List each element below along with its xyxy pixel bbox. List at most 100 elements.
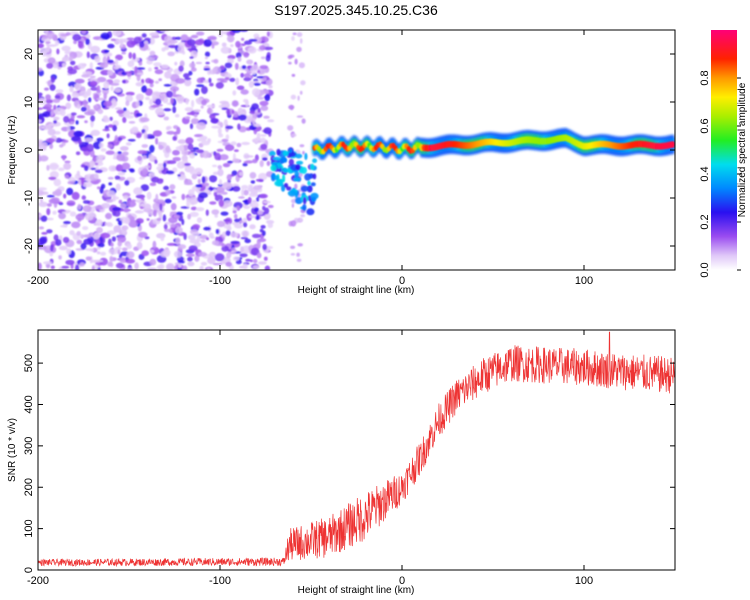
noise-patch — [123, 107, 127, 112]
noise-patch — [125, 115, 134, 119]
noise-patch — [125, 94, 133, 103]
noise-patch — [187, 143, 194, 151]
noise-patch — [251, 233, 261, 239]
noise-patch — [126, 243, 132, 250]
noise-patch — [113, 65, 120, 70]
noise-patch — [240, 89, 249, 95]
noise-patch — [99, 235, 104, 244]
noise-patch — [70, 112, 77, 116]
transition-patch — [269, 150, 276, 157]
noise-patch — [54, 95, 61, 99]
noise-patch — [53, 116, 60, 121]
noise-patch — [260, 56, 266, 60]
noise-patch — [264, 265, 271, 270]
noise-patch — [259, 100, 269, 106]
noise-patch — [181, 150, 189, 156]
x-tick-label: 0 — [399, 575, 405, 587]
noise-patch — [259, 228, 264, 233]
colorbar-tick-label: 0.2 — [699, 214, 711, 229]
noise-patch — [177, 244, 187, 250]
noise-patch — [259, 65, 268, 70]
noise-patch — [50, 197, 60, 204]
noise-patch — [260, 134, 267, 137]
noise-patch — [94, 55, 101, 63]
noise-patch — [233, 111, 239, 118]
noise-patch — [260, 105, 269, 111]
noise-patch — [152, 240, 157, 249]
noise-patch — [210, 118, 219, 124]
noise-patch — [58, 167, 65, 172]
noise-patch — [170, 97, 174, 105]
noise-patch — [53, 178, 62, 187]
noise-patch — [38, 67, 43, 72]
noise-patch — [243, 189, 249, 196]
noise-patch — [38, 113, 48, 117]
noise-patch — [219, 122, 224, 128]
noise-patch — [163, 84, 172, 87]
noise-patch — [177, 267, 182, 270]
noise-patch — [288, 61, 292, 65]
transition-patch — [302, 204, 307, 211]
colorbar-tick-label: 0.4 — [699, 166, 711, 181]
noise-patch — [221, 42, 227, 47]
snr-axes: -200 -100 0 100 0 100 200 300 400 500 — [23, 330, 675, 587]
noise-patch — [155, 193, 159, 202]
noise-patch — [136, 241, 143, 250]
noise-region — [38, 30, 275, 270]
noise-patch — [53, 104, 57, 110]
y-tick-label: 500 — [23, 354, 35, 372]
noise-patch — [248, 215, 258, 219]
transition-patch — [304, 173, 311, 181]
noise-patch — [158, 144, 164, 150]
noise-patch — [148, 79, 154, 84]
noise-patch — [164, 71, 172, 79]
noise-patch — [71, 221, 81, 229]
noise-patch — [101, 202, 111, 209]
noise-patch — [96, 137, 104, 142]
noise-patch — [235, 77, 240, 86]
noise-patch — [182, 265, 188, 270]
noise-patch — [43, 261, 53, 265]
y-tick-label: 0 — [23, 147, 35, 153]
noise-patch — [154, 66, 159, 70]
noise-patch — [135, 218, 144, 224]
noise-patch — [154, 80, 159, 84]
noise-patch — [221, 243, 226, 247]
noise-patch — [185, 137, 194, 145]
noise-patch — [290, 94, 297, 100]
noise-patch — [189, 153, 196, 159]
snr-series-line — [38, 331, 675, 568]
noise-patch — [259, 160, 264, 168]
noise-patch — [253, 123, 261, 128]
noise-patch — [254, 207, 259, 213]
noise-patch — [141, 250, 149, 257]
noise-patch — [118, 176, 126, 181]
noise-patch — [122, 109, 131, 117]
noise-patch — [122, 79, 126, 84]
noise-patch — [263, 127, 272, 135]
noise-patch — [211, 209, 220, 215]
spectrogram-x-axis-title: Height of straight line (km) — [298, 285, 415, 296]
noise-patch — [231, 250, 237, 254]
noise-patch — [82, 200, 91, 204]
noise-patch — [195, 207, 205, 212]
noise-patch — [241, 184, 249, 190]
noise-patch — [100, 183, 106, 189]
noise-patch — [217, 127, 222, 135]
noise-patch — [302, 150, 305, 155]
noise-patch — [205, 61, 210, 65]
noise-patch — [191, 44, 197, 51]
noise-patch — [253, 258, 258, 264]
noise-patch — [201, 182, 210, 187]
noise-patch — [183, 182, 194, 186]
noise-patch — [247, 196, 252, 204]
noise-patch — [129, 112, 134, 115]
noise-patch — [116, 154, 126, 162]
noise-patch — [236, 142, 242, 148]
noise-patch — [152, 130, 162, 137]
noise-patch — [144, 165, 151, 169]
noise-patch — [188, 70, 193, 76]
noise-patch — [169, 184, 176, 190]
noise-patch — [46, 217, 54, 221]
noise-patch — [263, 256, 268, 261]
